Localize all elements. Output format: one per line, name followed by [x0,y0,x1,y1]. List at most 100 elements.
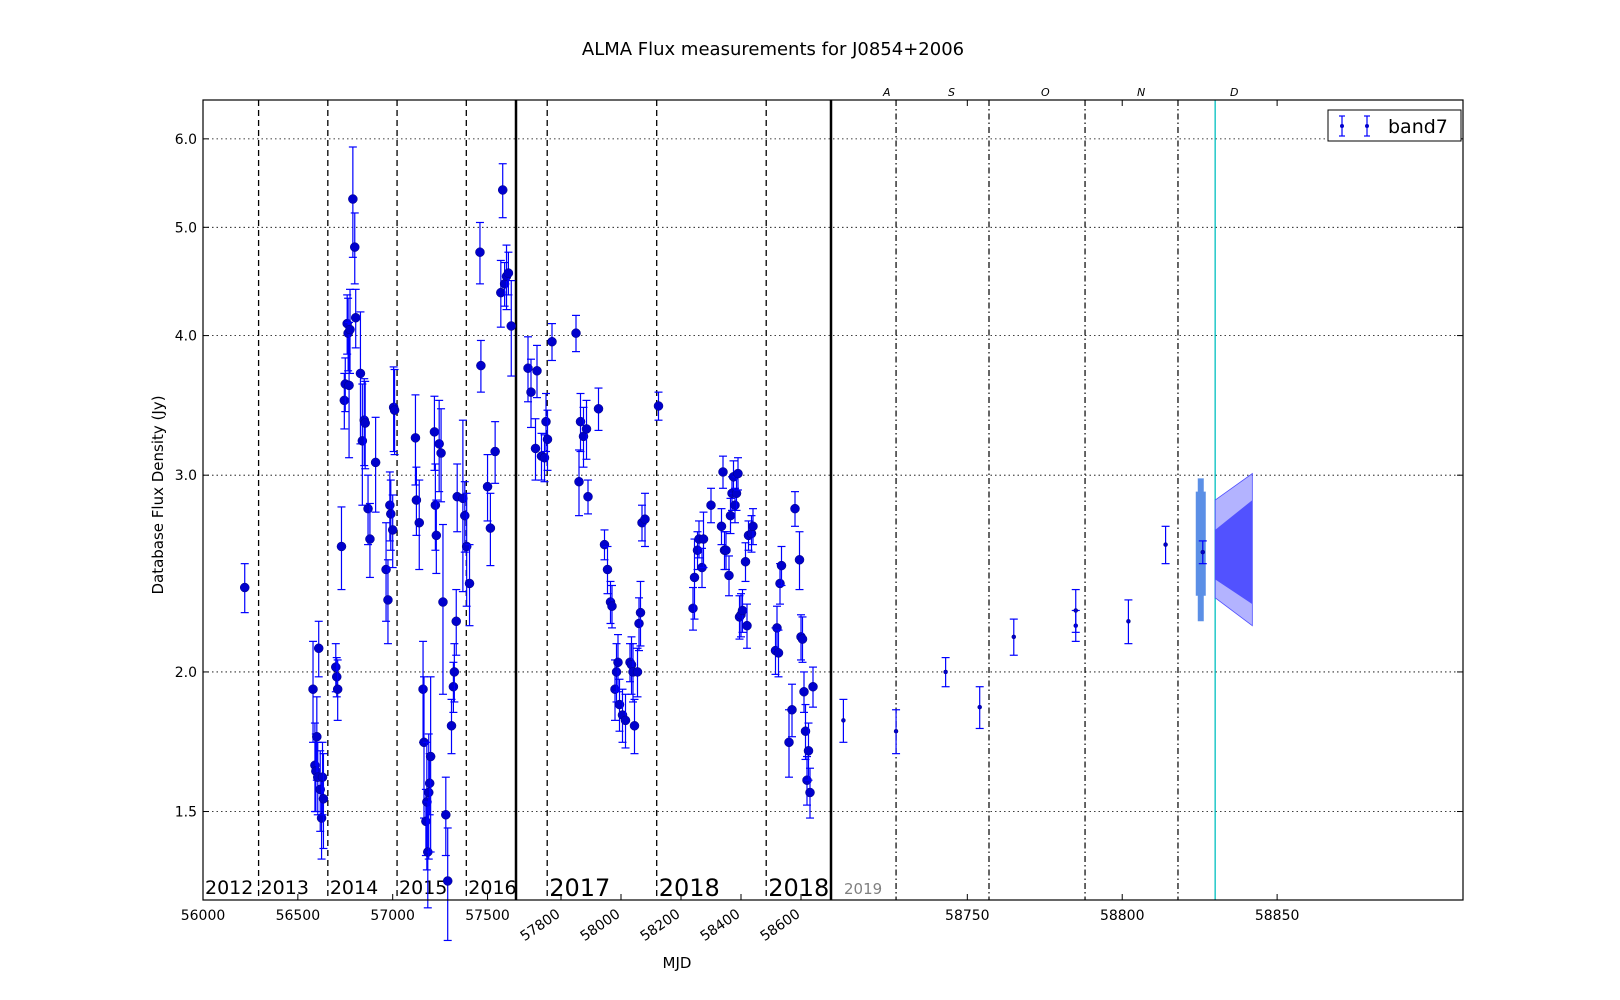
x-tick-label: 58800 [1100,908,1145,924]
year-label: 2014 [330,877,378,899]
data-point [448,681,459,692]
data-point [308,684,318,694]
data-point [794,555,805,565]
data-point [313,643,324,654]
forecast-inner-band [1215,500,1253,605]
data-point [446,721,457,731]
data-point [485,523,496,533]
data-point [613,657,623,668]
data-point [526,387,536,397]
data-point [716,521,727,532]
data-point [733,468,743,479]
data-point [800,726,811,736]
x-tick-label: 58200 [638,906,684,945]
data-point [464,578,475,589]
month-label: D [1230,86,1238,99]
data-point [635,607,646,618]
data-point [740,556,751,567]
y-tick-label: 5.0 [175,220,197,236]
year-label: 2018 [768,874,829,902]
data-point [344,380,354,391]
year-label: 2019 [844,880,882,898]
data-point [632,667,643,677]
chart-title: ALMA Flux measurements for J0854+2006 [582,39,964,60]
month-label: N [1137,86,1145,99]
data-point-recent [1073,608,1078,613]
year-label: 2018 [659,874,720,902]
data-point [523,363,533,373]
legend: band7 [1327,109,1462,142]
data-point [772,623,782,633]
data-point [332,684,343,694]
data-point-recent [893,728,899,734]
data-point [345,324,355,335]
data-point [784,737,794,748]
data-point-recent [841,718,846,723]
legend-marker-point [1340,124,1344,128]
data-point [434,439,444,449]
month-label: S [948,86,955,99]
data-point-recent [1163,542,1168,547]
data-point [574,476,584,487]
data-point-recent [943,669,948,675]
data-point-recent [1200,549,1206,555]
data-point [730,500,740,510]
data-point [571,328,581,338]
data-point [429,427,440,437]
data-point [629,721,640,731]
year-label: 2015 [399,877,447,899]
y-tick-label: 4.0 [175,329,197,345]
data-point [787,705,797,715]
data-point [239,582,250,593]
data-point [718,467,728,477]
data-point [370,457,381,468]
data-point [490,446,500,457]
data-point [360,418,370,428]
data-point [414,517,425,528]
data-point [424,778,435,789]
data-point [583,491,593,502]
data-point [331,662,341,672]
data-point [742,620,752,631]
data-point-recent [1011,634,1017,640]
y-tick-label: 3.0 [175,468,197,484]
data-point [442,876,453,886]
legend-marker-point [1365,124,1369,128]
x-tick-label: 58400 [698,906,744,945]
data-point [593,404,604,414]
data-point [318,794,329,804]
data-point [542,434,553,445]
x-axis-label: MJD [663,954,692,972]
data-point [547,336,557,347]
data-point [496,287,506,298]
data-point [614,699,625,710]
year-label: 2016 [468,877,516,899]
data-marks [239,146,1253,942]
data-point [436,448,446,458]
data-point [458,493,468,504]
period-dividers: 2012 2013 2014 2015 2016 2017 2018 2018 A S O N D 201… [205,86,1238,902]
data-point [776,560,787,571]
data-point [441,810,451,820]
y-tick-label: 2.0 [175,665,197,681]
x-tick-label: 57500 [465,908,510,924]
year-label: 2017 [549,874,610,902]
data-point [799,686,809,697]
data-point [331,672,342,682]
data-point [634,618,644,629]
data-point [355,368,366,379]
data-point [449,667,460,677]
month-label: O [1041,86,1050,99]
data-point [383,595,393,605]
data-point [418,684,428,694]
data-point [365,534,375,544]
data-point [339,395,350,406]
y-tick-label: 6.0 [175,132,197,148]
data-point [797,634,808,644]
data-point [805,787,815,798]
data-point [611,667,622,677]
data-point [790,503,800,514]
data-point [808,681,818,692]
data-point [640,514,650,524]
x-tick-label: 58850 [1255,908,1300,924]
